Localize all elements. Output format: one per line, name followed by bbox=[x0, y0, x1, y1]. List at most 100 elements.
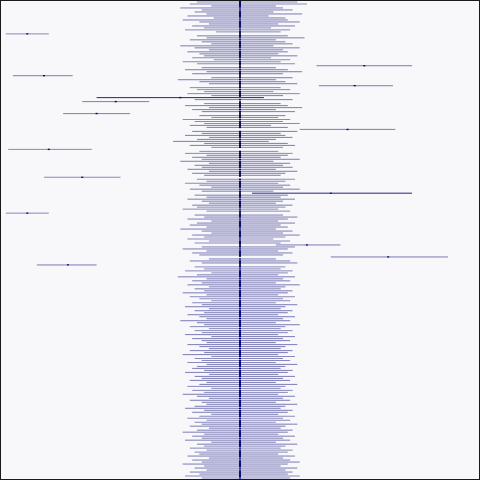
point-52 bbox=[239, 104, 241, 107]
point-48 bbox=[179, 96, 182, 99]
point-112 bbox=[239, 224, 241, 226]
point-86 bbox=[239, 172, 241, 174]
point-66 bbox=[239, 132, 241, 135]
point-41 bbox=[239, 82, 241, 85]
point-130 bbox=[239, 260, 241, 262]
point-180 bbox=[239, 359, 241, 362]
point-56 bbox=[95, 112, 98, 115]
point-157 bbox=[239, 313, 241, 316]
point-84 bbox=[239, 168, 241, 170]
point-102 bbox=[239, 204, 241, 206]
point-42 bbox=[353, 84, 356, 87]
point-group bbox=[26, 1, 390, 479]
point-179 bbox=[239, 357, 241, 360]
point-88 bbox=[81, 176, 84, 178]
point-233 bbox=[239, 465, 241, 467]
point-105 bbox=[239, 210, 241, 212]
point-113 bbox=[239, 226, 241, 228]
point-75 bbox=[239, 150, 241, 153]
point-6 bbox=[239, 13, 241, 15]
point-44 bbox=[239, 88, 241, 91]
point-203 bbox=[239, 405, 241, 408]
point-162 bbox=[239, 323, 241, 326]
point-114 bbox=[239, 228, 241, 230]
point-91 bbox=[239, 182, 241, 184]
point-166 bbox=[239, 331, 241, 334]
point-182 bbox=[239, 363, 241, 366]
point-35 bbox=[239, 71, 241, 73]
point-152 bbox=[239, 304, 241, 306]
point-188 bbox=[239, 375, 241, 378]
point-14 bbox=[239, 29, 241, 31]
point-40 bbox=[239, 80, 241, 83]
point-218 bbox=[239, 435, 241, 437]
point-13 bbox=[239, 27, 241, 29]
point-207 bbox=[239, 413, 241, 415]
point-237 bbox=[239, 473, 241, 475]
point-37 bbox=[43, 74, 46, 77]
point-2 bbox=[239, 5, 241, 7]
point-87 bbox=[239, 174, 241, 176]
point-18 bbox=[239, 37, 241, 39]
point-221 bbox=[239, 441, 241, 443]
point-116 bbox=[239, 232, 241, 234]
point-214 bbox=[239, 427, 241, 429]
point-147 bbox=[239, 294, 241, 296]
point-70 bbox=[239, 140, 241, 143]
point-178 bbox=[239, 355, 241, 358]
point-194 bbox=[239, 387, 241, 390]
point-198 bbox=[239, 395, 241, 398]
point-201 bbox=[239, 401, 241, 404]
point-225 bbox=[239, 449, 241, 451]
point-67 bbox=[239, 134, 241, 137]
point-9 bbox=[239, 19, 241, 21]
point-176 bbox=[239, 351, 241, 354]
point-96 bbox=[329, 192, 332, 194]
point-151 bbox=[239, 302, 241, 304]
point-81 bbox=[239, 162, 241, 165]
point-189 bbox=[239, 377, 241, 380]
point-156 bbox=[239, 311, 241, 314]
point-32 bbox=[363, 65, 366, 67]
point-107 bbox=[239, 214, 241, 216]
point-142 bbox=[239, 284, 241, 286]
point-206 bbox=[239, 411, 241, 413]
point-193 bbox=[239, 385, 241, 388]
point-106 bbox=[26, 212, 29, 214]
point-10 bbox=[239, 21, 241, 23]
point-63 bbox=[239, 126, 241, 129]
point-79 bbox=[239, 158, 241, 161]
point-34 bbox=[239, 69, 241, 71]
point-131 bbox=[239, 262, 241, 264]
point-154 bbox=[239, 308, 241, 310]
point-118 bbox=[239, 236, 241, 238]
point-212 bbox=[239, 423, 241, 425]
point-72 bbox=[239, 144, 241, 147]
point-124 bbox=[239, 248, 241, 250]
point-100 bbox=[239, 200, 241, 202]
point-125 bbox=[239, 250, 241, 252]
point-123 bbox=[239, 246, 241, 248]
point-239 bbox=[239, 477, 241, 479]
point-228 bbox=[239, 455, 241, 457]
point-45 bbox=[239, 90, 241, 93]
point-99 bbox=[239, 198, 241, 200]
point-223 bbox=[239, 445, 241, 447]
point-47 bbox=[239, 94, 241, 97]
point-108 bbox=[239, 216, 241, 218]
point-90 bbox=[239, 180, 241, 182]
point-159 bbox=[239, 317, 241, 320]
point-27 bbox=[239, 55, 241, 57]
point-19 bbox=[239, 39, 241, 41]
point-62 bbox=[239, 124, 241, 127]
point-173 bbox=[239, 345, 241, 348]
point-120 bbox=[239, 240, 241, 242]
point-61 bbox=[239, 122, 241, 125]
point-83 bbox=[239, 166, 241, 169]
point-4 bbox=[239, 9, 241, 11]
point-111 bbox=[239, 222, 241, 224]
point-68 bbox=[239, 136, 241, 139]
point-181 bbox=[239, 361, 241, 364]
point-128 bbox=[387, 256, 390, 258]
point-95 bbox=[239, 190, 241, 192]
